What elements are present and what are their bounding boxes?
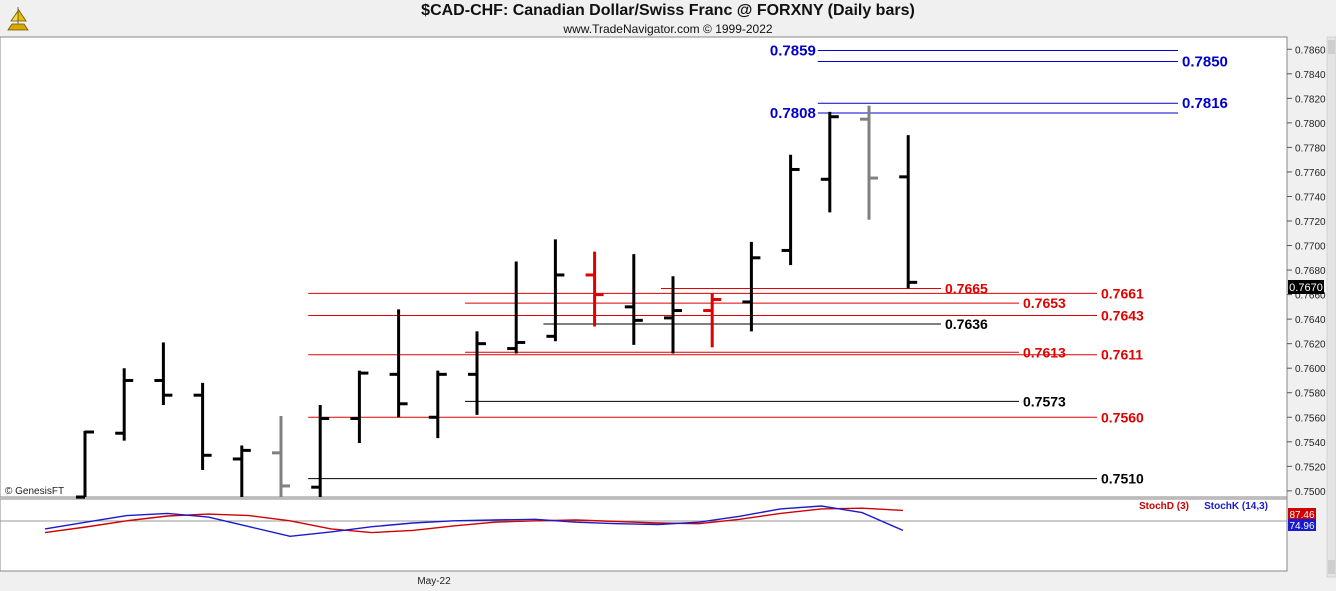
ohlc-bar — [272, 416, 290, 497]
y-tick-label: 0.7720 — [1295, 217, 1326, 228]
y-tick-label: 0.7660 — [1295, 291, 1326, 302]
y-tick-label: 0.7760 — [1295, 168, 1326, 179]
y-tick-label: 0.7540 — [1295, 438, 1326, 449]
ohlc-bar — [468, 331, 486, 415]
chart-subtitle: www.TradeNavigator.com © 1999-2022 — [563, 22, 773, 36]
y-tick-label: 0.7820 — [1295, 94, 1326, 105]
ohlc-bar — [350, 370, 369, 444]
level-label: 0.7859 — [770, 42, 816, 59]
level-label: 0.7643 — [1101, 307, 1144, 323]
ohlc-bar — [860, 105, 878, 220]
level-label: 0.7636 — [945, 316, 988, 332]
scroll-down-icon[interactable] — [1328, 560, 1335, 574]
ohlc-bar — [115, 368, 134, 441]
x-axis-label: May-22 — [417, 576, 451, 587]
ohlc-bar — [428, 370, 447, 439]
level-label: 0.7613 — [1023, 344, 1066, 360]
last-price-badge: 0.7670 — [1288, 280, 1324, 294]
vertical-scrollbar[interactable] — [1326, 36, 1336, 578]
stoch-k-value: 74.96 — [1289, 521, 1314, 532]
ohlc-bar — [546, 239, 565, 342]
level-label: 0.7611 — [1101, 347, 1143, 363]
scroll-up-icon[interactable] — [1328, 40, 1335, 54]
ohlc-bar — [781, 154, 800, 266]
level-label: 0.7510 — [1101, 471, 1144, 487]
level-label: 0.7560 — [1101, 409, 1144, 425]
ohlc-bar — [232, 445, 251, 497]
chart-title: $CAD-CHF: Canadian Dollar/Swiss Franc @ … — [421, 2, 915, 19]
ohlc-bar — [703, 293, 722, 348]
last-price-label: 0.7670 — [1289, 282, 1323, 294]
copyright-label: © GenesisFT — [5, 486, 64, 497]
y-tick-label: 0.7520 — [1295, 462, 1326, 473]
level-label: 0.7653 — [1023, 295, 1066, 311]
ohlc-bar — [585, 251, 604, 327]
level-label: 0.7850 — [1182, 54, 1228, 71]
ohlc-bar — [154, 342, 173, 405]
ohlc-bar — [76, 430, 94, 499]
ohlc-bar — [311, 405, 330, 497]
level-label: 0.7573 — [1023, 393, 1066, 409]
ohlc-bar — [507, 261, 526, 354]
y-tick-label: 0.7860 — [1295, 45, 1326, 56]
y-axis: 0.7500 0.7520 0.7540 0.7560 0.7580 0.7600 0.76… — [1287, 45, 1326, 498]
stochastic-indicator — [44, 505, 904, 538]
y-tick-label: 0.7740 — [1295, 192, 1326, 203]
support-resistance-levels: 0.7859 0.7850 0.7816 0.7808 0.7665 0.7661 0.76… — [308, 42, 1228, 487]
level-label: 0.7816 — [1182, 95, 1228, 112]
trade-navigator-logo-icon — [4, 4, 32, 34]
ohlc-bar — [820, 111, 839, 213]
price-panel — [0, 36, 1288, 498]
stoch-d-value: 87.46 — [1289, 510, 1314, 521]
y-tick-label: 0.7800 — [1295, 119, 1326, 130]
y-tick-label: 0.7500 — [1295, 487, 1326, 498]
indicator-panel — [0, 498, 1288, 572]
ohlc-bars — [76, 105, 918, 499]
level-label: 0.7808 — [770, 105, 816, 122]
y-tick-label: 0.7560 — [1295, 413, 1326, 424]
ohlc-bar — [899, 135, 918, 289]
y-tick-label: 0.7640 — [1295, 315, 1326, 326]
y-tick-label: 0.7600 — [1295, 364, 1326, 375]
ohlc-bar — [664, 276, 682, 354]
stoch-d-value-badge: 87.46 — [1288, 508, 1316, 521]
ohlc-bar — [193, 382, 212, 471]
y-tick-label: 0.7680 — [1295, 266, 1326, 277]
ohlc-bar — [624, 254, 643, 345]
stoch-k-value-badge: 74.96 — [1288, 519, 1316, 532]
level-label: 0.7661 — [1101, 285, 1144, 301]
y-tick-label: 0.7700 — [1295, 242, 1326, 253]
y-tick-label: 0.7840 — [1295, 70, 1326, 81]
legend-stoch-d: StochD (3) — [1139, 501, 1189, 512]
stoch-k-line — [44, 505, 904, 538]
y-tick-label: 0.7580 — [1295, 389, 1326, 400]
level-label: 0.7665 — [945, 280, 988, 296]
ohlc-bar — [742, 241, 761, 332]
y-tick-label: 0.7780 — [1295, 143, 1326, 154]
legend-stoch-k: StochK (14,3) — [1204, 501, 1268, 512]
y-tick-label: 0.7620 — [1295, 340, 1326, 351]
ohlc-bar — [389, 309, 408, 418]
